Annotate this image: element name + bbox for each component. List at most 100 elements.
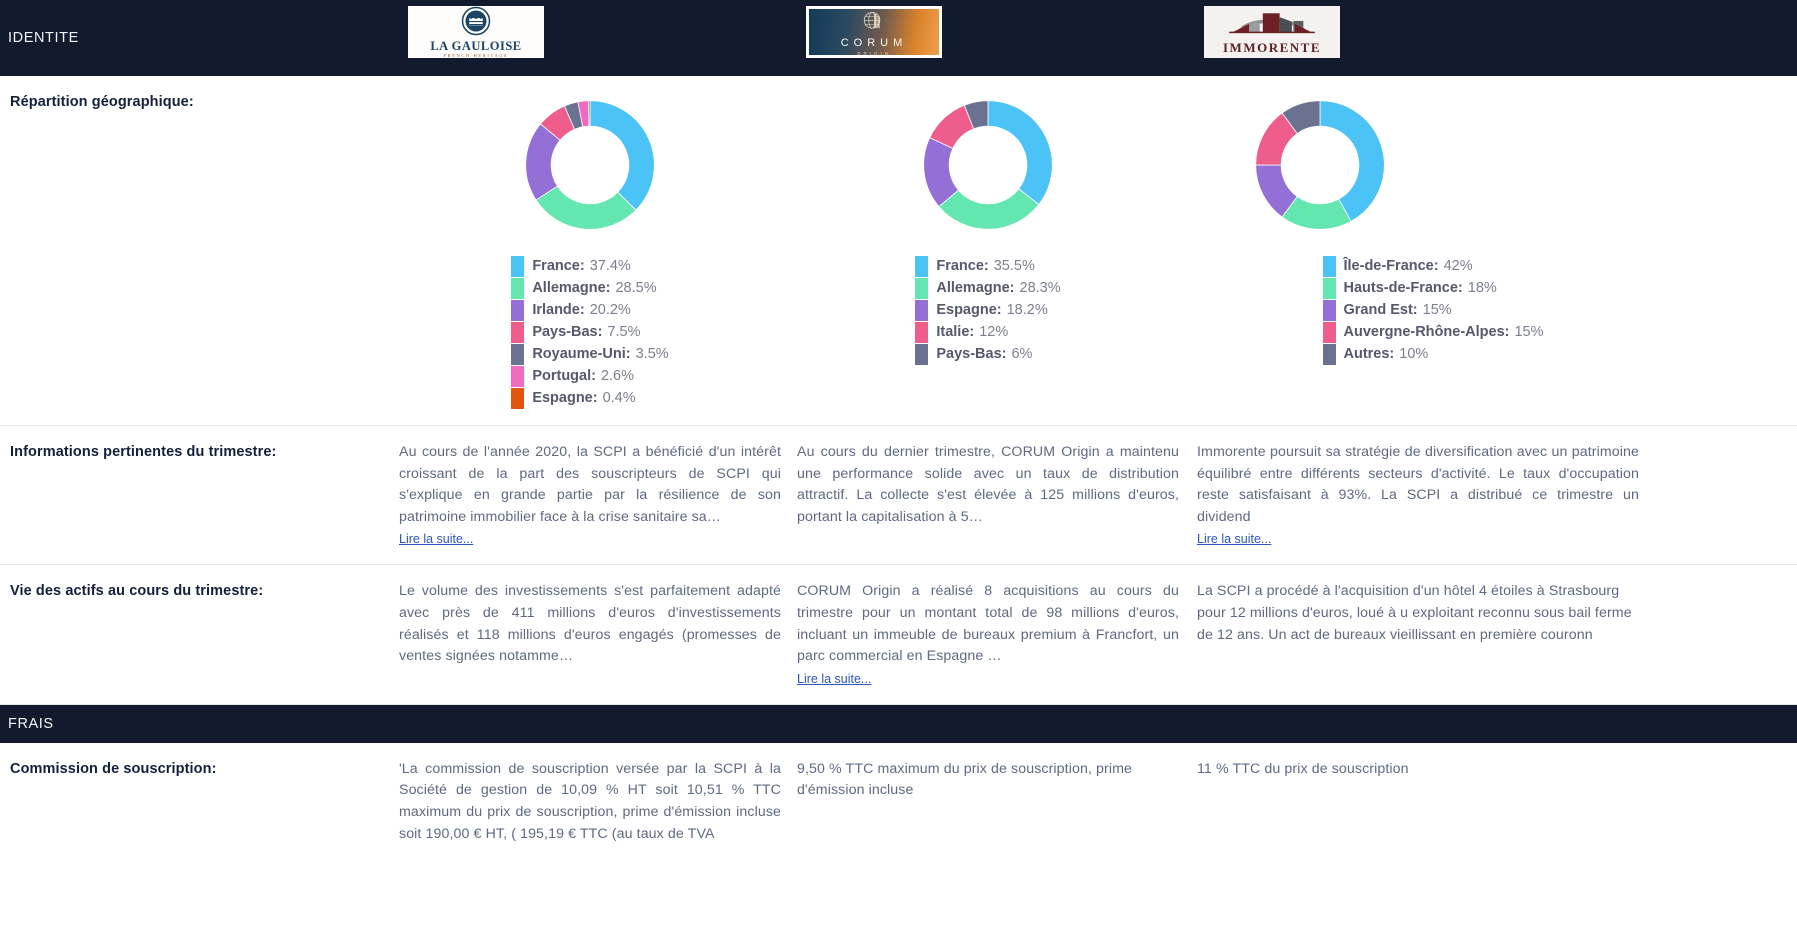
read-more-link-assets-corum-origin[interactable]: Lire la suite... xyxy=(797,671,872,686)
row-repartition-geographique: Répartition géographique: France: 37.4% Al… xyxy=(0,76,1797,426)
legend-item-value: 20.2% xyxy=(589,302,631,318)
logo-la-gauloise[interactable]: LA GAULOISE FRENCH HERITAGE xyxy=(408,6,544,58)
legend-item[interactable]: Portugal: 2.6% xyxy=(511,366,668,387)
logo-immorente[interactable]: IMMORENTE xyxy=(1204,6,1340,58)
donut-chart-immorente[interactable] xyxy=(1253,98,1387,232)
legend-color-swatch xyxy=(511,300,525,321)
legend-item[interactable]: Irlande: 20.2% xyxy=(511,300,668,321)
logo-strip: LA GAULOISE FRENCH HERITAGE CORUM ORIGIN xyxy=(0,0,1797,76)
legend-item[interactable]: Italie: 12% xyxy=(915,322,1060,343)
legend-item[interactable]: France: 35.5% xyxy=(915,256,1060,277)
globe-building-icon xyxy=(863,11,881,29)
legend-item-value: 35.5% xyxy=(993,258,1035,274)
legend-item-value: 10% xyxy=(1399,346,1429,362)
legend-item-value: 42% xyxy=(1443,258,1473,274)
legend-item[interactable]: Grand Est: 15% xyxy=(1322,300,1544,321)
assets-paragraph-la-gauloise: Le volume des investissements s'est parf… xyxy=(399,583,781,665)
commission-paragraph-corum-origin: 9,50 % TTC maximum du prix de souscripti… xyxy=(797,760,1133,799)
legend-item-label: France: xyxy=(936,258,989,274)
donut-slice[interactable] xyxy=(963,100,989,130)
legend-item[interactable]: Espagne: 0.4% xyxy=(511,388,668,409)
donut-slice[interactable] xyxy=(589,100,655,211)
donut-slice[interactable] xyxy=(938,188,1040,230)
legend-color-swatch xyxy=(1322,344,1336,365)
logo-la-gauloise-title: LA GAULOISE xyxy=(430,38,522,53)
donut-slice[interactable] xyxy=(1319,100,1385,222)
commission-paragraph-la-gauloise: 'La commission de souscription versée pa… xyxy=(399,760,781,842)
row-label-vie-des-actifs: Vie des actifs au cours du trimestre: xyxy=(10,583,264,600)
legend-item-label: Allemagne: xyxy=(936,280,1015,296)
assets-paragraph-corum-origin: CORUM Origin a réalisé 8 acquisitions au… xyxy=(797,583,1179,665)
legend-color-swatch xyxy=(1322,256,1336,277)
info-cell-corum-origin: Au cours du dernier trimestre, CORUM Ori… xyxy=(793,426,1191,564)
donut-chart-corum-origin[interactable] xyxy=(921,98,1055,232)
legend-color-swatch xyxy=(1322,300,1336,321)
row-label-informations-pertinentes: Informations pertinentes du trimestre: xyxy=(10,444,277,460)
legend-item[interactable]: Allemagne: 28.5% xyxy=(511,278,668,299)
legend-color-swatch xyxy=(511,366,525,387)
info-cell-la-gauloise: Au cours de l'année 2020, la SCPI a béné… xyxy=(395,426,793,564)
legend-item-label: Autres: xyxy=(1343,346,1395,362)
legend-color-swatch xyxy=(511,388,525,409)
legend-item[interactable]: Île-de-France: 42% xyxy=(1322,256,1544,277)
legend-color-swatch xyxy=(915,256,929,277)
row-label-commission-de-souscription: Commission de souscription: xyxy=(10,760,217,777)
legend-color-swatch xyxy=(1322,322,1336,343)
legend-item-label: Espagne: xyxy=(532,390,598,406)
info-paragraph-immorente: Immorente poursuit sa stratégie de diver… xyxy=(1197,444,1639,525)
info-paragraph-corum-origin: Au cours du dernier trimestre, CORUM Ori… xyxy=(797,444,1179,525)
logo-corum-origin[interactable]: CORUM ORIGIN xyxy=(806,6,942,58)
legend-item-value: 18% xyxy=(1467,280,1497,296)
donut-slice[interactable] xyxy=(587,100,591,127)
legend-item-value: 7.5% xyxy=(607,324,641,340)
legend-item[interactable]: Allemagne: 28.3% xyxy=(915,278,1061,299)
chart-cell-la-gauloise: France: 37.4% Allemagne: 28.5% Irlande: 20.2%… xyxy=(395,76,793,425)
legend-item-label: Île-de-France: xyxy=(1343,258,1439,274)
section-title-identite: IDENTITE xyxy=(8,30,79,46)
info-cell-immorente: Immorente poursuit sa stratégie de diver… xyxy=(1191,426,1651,564)
chart-legend-corum-origin: France: 35.5% Allemagne: 28.3% Espagne: 18.2%… xyxy=(915,256,1061,365)
legend-item[interactable]: Pays-Bas: 7.5% xyxy=(511,322,668,343)
donut-slice[interactable] xyxy=(1281,100,1321,135)
chart-cell-immorente: Île-de-France: 42% Hauts-de-France: 18% Gran… xyxy=(1191,76,1651,425)
commission-cell-immorente: 11 % TTC du prix de souscription xyxy=(1191,743,1651,861)
read-more-link-info-la-gauloise[interactable]: Lire la suite... xyxy=(399,532,474,547)
legend-item-label: Irlande: xyxy=(532,302,585,318)
legend-item-value: 28.5% xyxy=(615,280,657,296)
legend-item[interactable]: Pays-Bas: 6% xyxy=(915,344,1060,365)
legend-item-label: Pays-Bas: xyxy=(532,324,603,340)
chart-legend-la-gauloise: France: 37.4% Allemagne: 28.5% Irlande: 20.2%… xyxy=(511,256,669,409)
logo-corum-title: CORUM xyxy=(840,36,908,49)
legend-item-label: France: xyxy=(532,258,585,274)
legend-item[interactable]: Autres: 10% xyxy=(1322,344,1544,365)
donut-chart-la-gauloise[interactable] xyxy=(523,98,657,232)
legend-item[interactable]: Espagne: 18.2% xyxy=(915,300,1060,321)
donut-slice[interactable] xyxy=(987,100,1053,205)
legend-item-value: 28.3% xyxy=(1019,280,1061,296)
assets-cell-la-gauloise: Le volume des investissements s'est parf… xyxy=(395,565,793,703)
read-more-link-info-immorente[interactable]: Lire la suite... xyxy=(1197,532,1272,547)
legend-item[interactable]: France: 37.4% xyxy=(511,256,668,277)
legend-item[interactable]: Hauts-de-France: 18% xyxy=(1322,278,1544,299)
legend-color-swatch xyxy=(511,322,525,343)
legend-item[interactable]: Royaume-Uni: 3.5% xyxy=(511,344,669,365)
commission-cell-corum-origin: 9,50 % TTC maximum du prix de souscripti… xyxy=(793,743,1191,861)
legend-item-value: 37.4% xyxy=(589,258,631,274)
legend-item-value: 15% xyxy=(1514,324,1544,340)
legend-item-value: 18.2% xyxy=(1006,302,1048,318)
assets-cell-corum-origin: CORUM Origin a réalisé 8 acquisitions au… xyxy=(793,565,1191,703)
logo-la-gauloise-subtitle: FRENCH HERITAGE xyxy=(443,53,509,58)
legend-color-swatch xyxy=(915,278,929,299)
row-informations-pertinentes: Informations pertinentes du trimestre: A… xyxy=(0,426,1797,566)
assets-paragraph-immorente: La SCPI a procédé à l'acquisition d'un h… xyxy=(1197,583,1632,643)
commission-cell-la-gauloise: 'La commission de souscription versée pa… xyxy=(395,743,793,861)
legend-item-label: Grand Est: xyxy=(1343,302,1418,318)
legend-item[interactable]: Auvergne-Rhône-Alpes: 15% xyxy=(1322,322,1544,343)
legend-item-label: Italie: xyxy=(936,324,975,340)
legend-color-swatch xyxy=(1322,278,1336,299)
legend-item-value: 3.5% xyxy=(635,346,669,362)
legend-color-swatch xyxy=(511,256,525,277)
legend-item-label: Royaume-Uni: xyxy=(532,346,631,362)
building-arc-icon xyxy=(1229,12,1315,33)
section-header-identite: IDENTITE LA GAULOISE FRENCH HERITAGE xyxy=(0,0,1797,76)
